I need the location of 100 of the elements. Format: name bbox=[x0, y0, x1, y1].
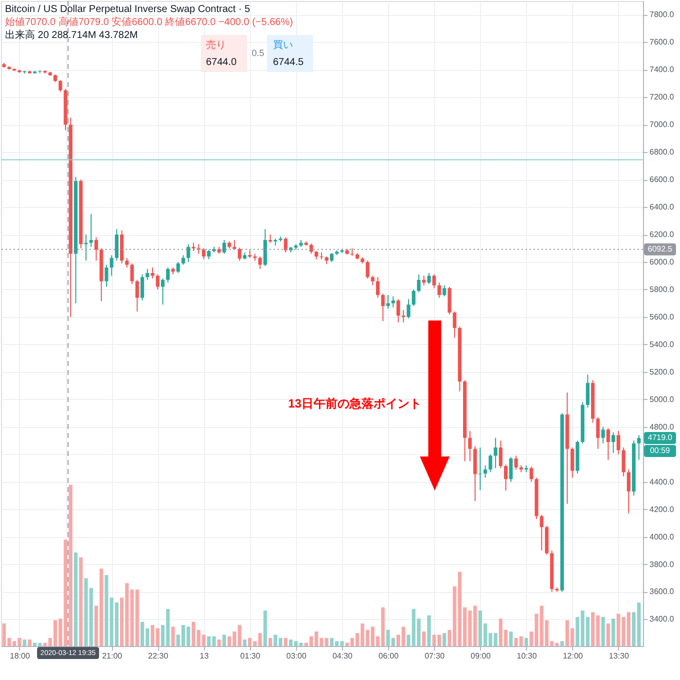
candlestick bbox=[427, 272, 431, 285]
candlestick bbox=[637, 434, 641, 460]
x-tick-label: 07:30 bbox=[424, 652, 446, 660]
y-tick-label: 4000.0 bbox=[650, 532, 675, 542]
candlestick bbox=[258, 256, 262, 270]
bar bbox=[222, 634, 226, 646]
x-tick-label: 09:00 bbox=[470, 652, 492, 660]
candlestick bbox=[376, 276, 380, 298]
bar bbox=[79, 557, 83, 646]
candlestick bbox=[509, 456, 513, 482]
bar bbox=[422, 631, 426, 646]
candlestick bbox=[612, 432, 616, 454]
bar bbox=[509, 631, 513, 646]
text: 4719.0 bbox=[648, 433, 673, 442]
bar bbox=[28, 640, 32, 646]
candlestick bbox=[135, 279, 139, 312]
candlestick bbox=[89, 213, 93, 248]
candlestick bbox=[166, 267, 170, 284]
x-tick-label: 06:00 bbox=[378, 652, 400, 660]
candlestick bbox=[181, 254, 186, 266]
candlestick bbox=[606, 428, 610, 460]
candlestick bbox=[402, 310, 406, 323]
candlestick bbox=[125, 257, 129, 268]
candlestick bbox=[622, 446, 626, 477]
y-tick-label: 6600.0 bbox=[650, 175, 675, 184]
candlestick bbox=[146, 268, 150, 280]
x-tick-label: 10:30 bbox=[516, 652, 538, 660]
y-tick-label: 5000.0 bbox=[650, 394, 675, 404]
candlestick bbox=[432, 274, 436, 289]
bar bbox=[217, 640, 221, 646]
candlestick bbox=[284, 236, 288, 253]
bar bbox=[284, 638, 288, 646]
candlestick bbox=[156, 274, 160, 290]
candlestick bbox=[586, 374, 590, 408]
candlestick bbox=[58, 79, 62, 92]
annotation: 売り bbox=[206, 39, 226, 51]
y-tick-label: 5600.0 bbox=[650, 312, 675, 322]
candlestick bbox=[238, 247, 242, 262]
bar bbox=[74, 552, 78, 646]
candlestick bbox=[540, 514, 544, 552]
candlestick bbox=[616, 430, 620, 455]
y-tick-label: 6000.0 bbox=[650, 258, 675, 267]
y-tick-label: 3600.0 bbox=[650, 587, 675, 596]
candlestick bbox=[110, 254, 114, 276]
candlestick bbox=[468, 430, 472, 462]
bar bbox=[494, 633, 498, 646]
candlestick bbox=[366, 260, 370, 280]
candlestick bbox=[114, 228, 119, 262]
annotation: 6744.5 bbox=[273, 57, 304, 68]
candlestick bbox=[626, 468, 630, 514]
x-tick-label: 13:30 bbox=[608, 652, 630, 660]
y-tick-label: 4800.0 bbox=[650, 422, 675, 432]
candlestick bbox=[130, 262, 134, 285]
x-tick-label: 21:00 bbox=[102, 652, 123, 660]
candlestick bbox=[207, 249, 211, 260]
candlestick bbox=[370, 275, 374, 286]
annotation: 0.5 bbox=[252, 48, 264, 58]
candlestick bbox=[176, 262, 180, 274]
bar bbox=[268, 638, 272, 646]
chart-title: Bitcoin / US Dollar Perpetual Inverse Swap Contract · 5 bbox=[5, 4, 251, 15]
candlestick bbox=[488, 454, 492, 473]
bar bbox=[258, 633, 262, 646]
x-tick-label: 13 bbox=[200, 652, 210, 660]
y-tick-label: 6200.0 bbox=[650, 230, 675, 240]
candlestick bbox=[442, 284, 446, 297]
x-tick-label: 22:30 bbox=[148, 652, 169, 660]
candlestick bbox=[412, 289, 416, 306]
candlestick bbox=[202, 248, 206, 260]
candlestick bbox=[186, 244, 190, 263]
candlestick bbox=[504, 464, 508, 492]
bar bbox=[22, 640, 26, 646]
bar bbox=[427, 615, 431, 646]
candlestick bbox=[498, 440, 502, 469]
bar bbox=[171, 626, 175, 646]
y-tick-label: 7800.0 bbox=[650, 10, 675, 20]
bar bbox=[606, 623, 610, 646]
bar bbox=[601, 616, 605, 646]
y-tick-label: 7600.0 bbox=[650, 38, 675, 47]
candlestick bbox=[514, 455, 518, 470]
candlestick bbox=[570, 446, 574, 478]
y-tick-label: 4400.0 bbox=[650, 477, 675, 486]
y-tick-label: 5200.0 bbox=[650, 367, 675, 376]
bar bbox=[263, 610, 267, 646]
text: 始値7070.0 高値7079.0 安値6600.0 終値6670.0 −400.0 (−5.66%) bbox=[5, 16, 293, 28]
x-tick-label: 18:00 bbox=[10, 652, 30, 660]
annotation: 買い bbox=[273, 40, 293, 51]
y-tick-label: 3800.0 bbox=[650, 560, 675, 569]
candlestick bbox=[150, 267, 154, 280]
candlestick bbox=[530, 466, 534, 482]
candlestick bbox=[494, 437, 498, 469]
annotation: 13日午前の急落ポイント bbox=[288, 396, 422, 410]
y-tick-label: 4200.0 bbox=[650, 504, 675, 514]
bar bbox=[242, 640, 246, 646]
x-tick-label: 12:00 bbox=[562, 652, 584, 660]
candlestick bbox=[222, 240, 226, 254]
candlestick bbox=[94, 236, 98, 262]
annotation: 6744.0 bbox=[206, 57, 238, 68]
candlestick bbox=[484, 464, 488, 478]
chart-title: 出来高 20 288.714M 43.782M bbox=[5, 29, 138, 41]
bar bbox=[612, 618, 616, 646]
